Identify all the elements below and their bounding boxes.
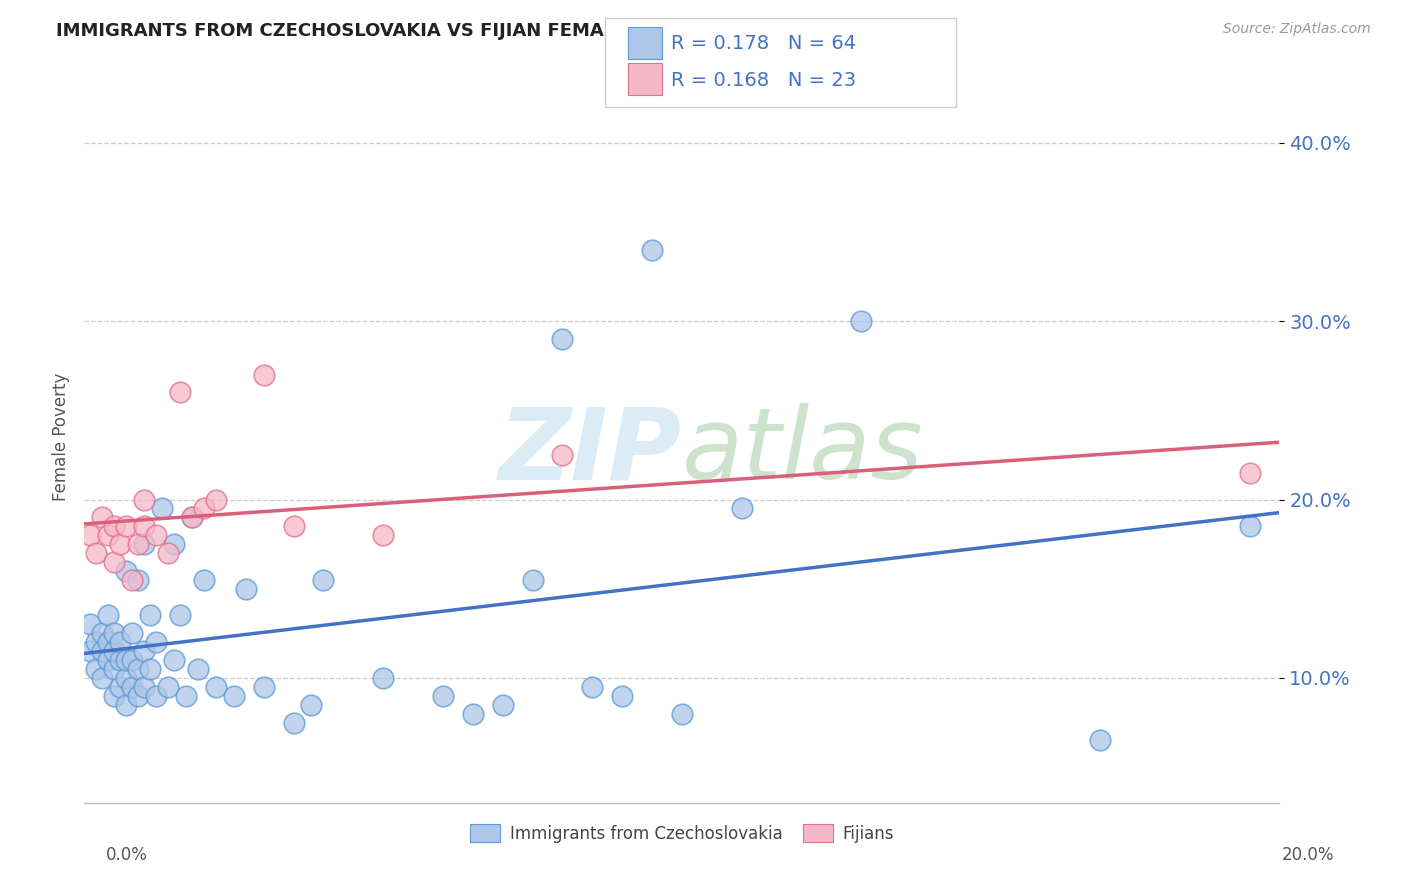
Point <box>157 546 180 560</box>
Point <box>97 528 120 542</box>
Point <box>1239 466 1261 480</box>
Point <box>145 689 167 703</box>
Point <box>373 671 395 685</box>
Point <box>193 501 215 516</box>
Point <box>169 608 191 623</box>
Point <box>181 510 204 524</box>
Point <box>641 243 664 257</box>
Point <box>97 635 120 649</box>
Point <box>157 680 180 694</box>
Point <box>79 617 101 632</box>
Point <box>121 626 143 640</box>
Point <box>139 662 162 676</box>
Point <box>169 385 191 400</box>
Point <box>132 680 156 694</box>
Point <box>283 715 305 730</box>
Text: atlas: atlas <box>682 403 924 500</box>
Point <box>121 653 143 667</box>
Point <box>145 635 167 649</box>
Text: 0.0%: 0.0% <box>105 846 148 863</box>
Point <box>103 555 125 569</box>
Point <box>373 528 395 542</box>
Point <box>127 573 149 587</box>
Point <box>132 519 156 533</box>
Point <box>79 528 101 542</box>
Point <box>121 680 143 694</box>
Point <box>205 492 228 507</box>
Point <box>174 689 197 703</box>
Point <box>253 368 276 382</box>
Point <box>115 519 138 533</box>
Point <box>581 680 603 694</box>
Point <box>91 626 114 640</box>
Point <box>110 537 132 551</box>
Point <box>731 501 754 516</box>
Point <box>150 501 173 516</box>
Text: Source: ZipAtlas.com: Source: ZipAtlas.com <box>1223 22 1371 37</box>
Point <box>132 537 156 551</box>
Point <box>432 689 454 703</box>
Text: ZIP: ZIP <box>499 403 682 500</box>
Point <box>551 448 574 462</box>
Point <box>522 573 544 587</box>
Text: R = 0.178   N = 64: R = 0.178 N = 64 <box>671 35 856 54</box>
Point <box>1239 519 1261 533</box>
Point <box>103 626 125 640</box>
Point <box>163 653 186 667</box>
Point <box>97 653 120 667</box>
Y-axis label: Female Poverty: Female Poverty <box>52 373 70 501</box>
Point <box>145 528 167 542</box>
Point <box>86 546 108 560</box>
Point <box>91 671 114 685</box>
Point <box>97 608 120 623</box>
Point <box>301 698 323 712</box>
Point <box>132 492 156 507</box>
Point <box>235 582 257 596</box>
Point <box>551 332 574 346</box>
Point <box>115 653 138 667</box>
Point <box>110 680 132 694</box>
Point <box>1090 733 1112 747</box>
Point <box>312 573 335 587</box>
Point <box>139 608 162 623</box>
Point <box>612 689 634 703</box>
Point <box>283 519 305 533</box>
Point <box>103 644 125 658</box>
Point <box>103 662 125 676</box>
Point <box>193 573 215 587</box>
Point <box>253 680 276 694</box>
Point <box>91 644 114 658</box>
Legend: Immigrants from Czechoslovakia, Fijians: Immigrants from Czechoslovakia, Fijians <box>463 817 901 849</box>
Text: 20.0%: 20.0% <box>1281 846 1334 863</box>
Text: IMMIGRANTS FROM CZECHOSLOVAKIA VS FIJIAN FEMALE POVERTY CORRELATION CHART: IMMIGRANTS FROM CZECHOSLOVAKIA VS FIJIAN… <box>56 22 948 40</box>
Point <box>115 698 138 712</box>
Point <box>79 644 101 658</box>
Point <box>86 635 108 649</box>
Point <box>86 662 108 676</box>
Point <box>115 564 138 578</box>
Point <box>110 635 132 649</box>
Point <box>91 510 114 524</box>
Point <box>127 662 149 676</box>
Point <box>187 662 209 676</box>
Point <box>181 510 204 524</box>
Point <box>115 671 138 685</box>
Text: R = 0.168   N = 23: R = 0.168 N = 23 <box>671 70 856 89</box>
Point <box>671 706 693 721</box>
Point <box>103 689 125 703</box>
Point <box>461 706 484 721</box>
Point <box>121 573 143 587</box>
Point <box>205 680 228 694</box>
Point <box>851 314 873 328</box>
Point <box>110 653 132 667</box>
Point <box>127 537 149 551</box>
Point <box>132 644 156 658</box>
Point <box>163 537 186 551</box>
Point <box>222 689 245 703</box>
Point <box>103 519 125 533</box>
Point <box>127 689 149 703</box>
Point <box>492 698 515 712</box>
